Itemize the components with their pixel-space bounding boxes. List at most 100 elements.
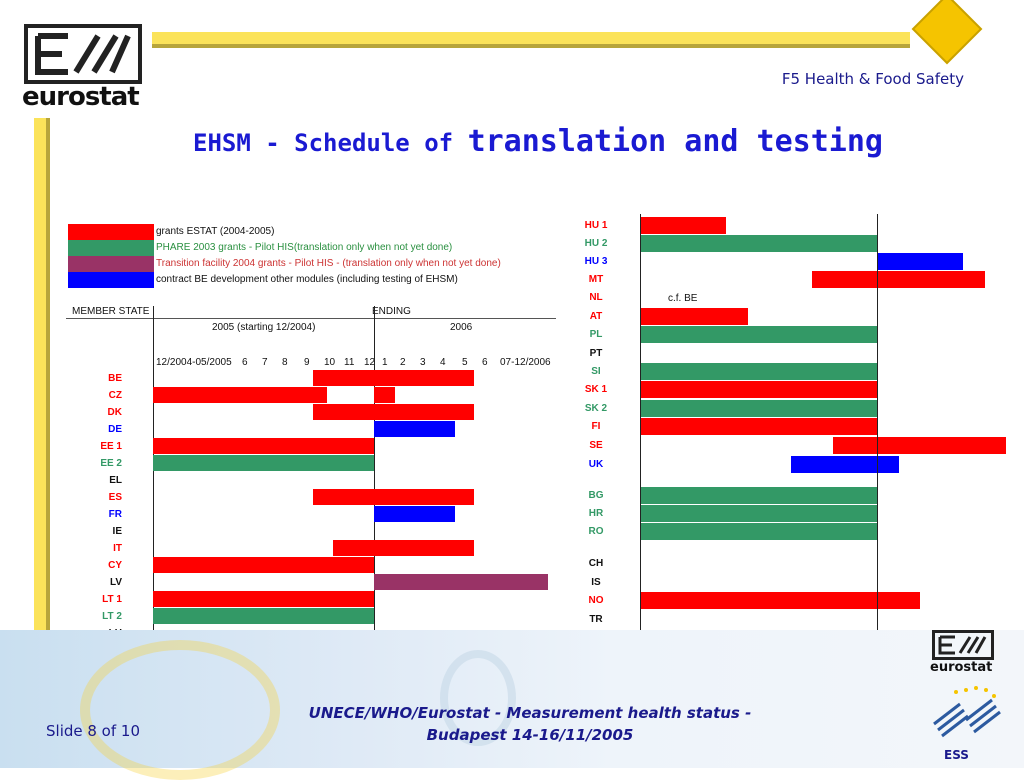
ending-header: ENDING [372, 306, 411, 317]
header-divider [66, 318, 556, 319]
right-row-label: IS [591, 577, 601, 588]
right-schedule-bar [640, 487, 877, 504]
right-row-label: FI [591, 421, 601, 432]
row-label: IE [112, 526, 122, 537]
slide-number: Slide 8 of 10 [46, 722, 140, 740]
footer-eurostat-logo-icon [938, 635, 987, 655]
right-schedule-bar [833, 437, 1006, 454]
right-schedule-bar [640, 418, 877, 435]
ending-line [374, 306, 375, 634]
schedule-bar [153, 455, 374, 471]
right-row-label: HR [588, 508, 604, 519]
footer-eurostat-logo-text: eurostat [930, 660, 993, 675]
ess-logo-text: ESS [944, 748, 969, 762]
right-schedule-bar [640, 217, 726, 234]
schedule-bar [313, 404, 474, 420]
legend-swatch [68, 240, 154, 256]
slide-title: EHSM - Schedule of translation and testi… [60, 124, 1016, 159]
right-row-label: HU 2 [584, 238, 608, 249]
right-schedule-bar [640, 363, 877, 380]
month-column-header: 10 [324, 357, 336, 368]
right-schedule-bar [791, 456, 899, 473]
right-schedule-bar [640, 308, 748, 325]
eurostat-logo-mark [24, 24, 142, 84]
legend-swatch [68, 256, 154, 272]
top-decorative-bar [152, 32, 910, 48]
row-label: EL [109, 475, 122, 486]
footer-caption-line2: Budapest 14-16/11/2005 [426, 726, 634, 744]
schedule-bar [313, 370, 474, 386]
right-row-label: HU 3 [584, 256, 608, 267]
month-column-header: 07-12/2006 [500, 357, 551, 368]
slide-title-part2: translation and testing [467, 124, 883, 159]
month-column-header: 3 [420, 357, 426, 368]
row-label: LV [109, 577, 122, 588]
right-schedule-bar [640, 505, 877, 522]
footer-number-decoration [440, 650, 516, 746]
right-schedule-bar [640, 235, 877, 252]
month-column-header: 12 [364, 357, 376, 368]
right-schedule-bar [812, 271, 985, 288]
month-column-header: 5 [462, 357, 468, 368]
right-row-label: AT [589, 311, 603, 322]
right-schedule-bar [877, 253, 963, 270]
left-decorative-bar [34, 118, 50, 700]
cf-be-note: c.f. BE [668, 293, 698, 304]
schedule-bar [374, 387, 395, 403]
legend-label: grants ESTAT (2004-2005) [156, 226, 275, 237]
department-label: F5 Health & Food Safety [781, 70, 964, 88]
legend-swatch [68, 224, 154, 240]
row-label: DE [108, 424, 122, 435]
schedule-bar [153, 557, 374, 573]
schedule-chart-right: HU 1 HU 2 HU 3 MT NL AT PL PT SI SK 1 SK 2 FI SE UK BG… [570, 214, 1020, 630]
right-row-label: SK 1 [584, 384, 608, 395]
ess-logo-icon [926, 680, 1006, 744]
legend-label: PHARE 2003 grants - Pilot HIS(translatio… [156, 242, 453, 253]
month-column-header: 6 [482, 357, 488, 368]
row-label: IT [113, 543, 122, 554]
right-row-label: PL [589, 329, 603, 340]
schedule-bar [374, 574, 548, 590]
month-column-header: 11 [344, 357, 355, 368]
schedule-bar [153, 438, 374, 454]
schedule-bar [153, 608, 374, 624]
month-column-header: 7 [262, 357, 268, 368]
footer-caption-line1: UNECE/WHO/Eurostat - Measurement health … [308, 704, 752, 722]
schedule-bar [374, 421, 455, 437]
right-schedule-bar [640, 523, 877, 540]
row-label: CZ [108, 390, 122, 401]
row-label: EE 1 [100, 441, 122, 452]
member-state-header: MEMBER STATE [72, 306, 150, 317]
schedule-bar [374, 506, 455, 522]
right-ending-line [877, 214, 878, 630]
schedule-chart-left: grants ESTAT (2004-2005) PHARE 2003 grant… [66, 214, 556, 639]
schedule-bar [333, 540, 474, 556]
right-row-label: PT [589, 348, 603, 359]
right-row-label: BG [588, 490, 604, 501]
right-row-label: SI [591, 366, 601, 377]
right-row-label: RO [588, 526, 604, 537]
right-left-axis-line [640, 214, 641, 630]
right-row-label: HU 1 [584, 220, 608, 231]
right-row-label: MT [588, 274, 604, 285]
right-row-label: CH [588, 558, 604, 569]
footer-eurostat-logo-mark [932, 630, 994, 660]
eurostat-logo-icon [35, 33, 131, 75]
yellow-diamond-decoration [911, 0, 983, 65]
row-label: BE [108, 373, 122, 384]
legend-label: Transition facility 2004 grants - Pilot … [156, 258, 501, 269]
month-column-header: 4 [440, 357, 446, 368]
slide-title-part1: EHSM - Schedule of [193, 129, 468, 157]
legend-swatch [68, 272, 154, 288]
row-label: EE 2 [100, 458, 122, 469]
month-column-header: 6 [242, 357, 248, 368]
right-schedule-bar [640, 400, 877, 417]
right-row-label: TR [589, 614, 603, 625]
right-schedule-bar [640, 381, 877, 398]
period-2006-header: 2006 [450, 322, 473, 333]
right-row-label: SE [589, 440, 603, 451]
schedule-bar [153, 387, 327, 403]
row-label: ES [108, 492, 122, 503]
legend-label: contract BE development other modules (i… [156, 274, 458, 285]
row-label: FR [108, 509, 122, 520]
